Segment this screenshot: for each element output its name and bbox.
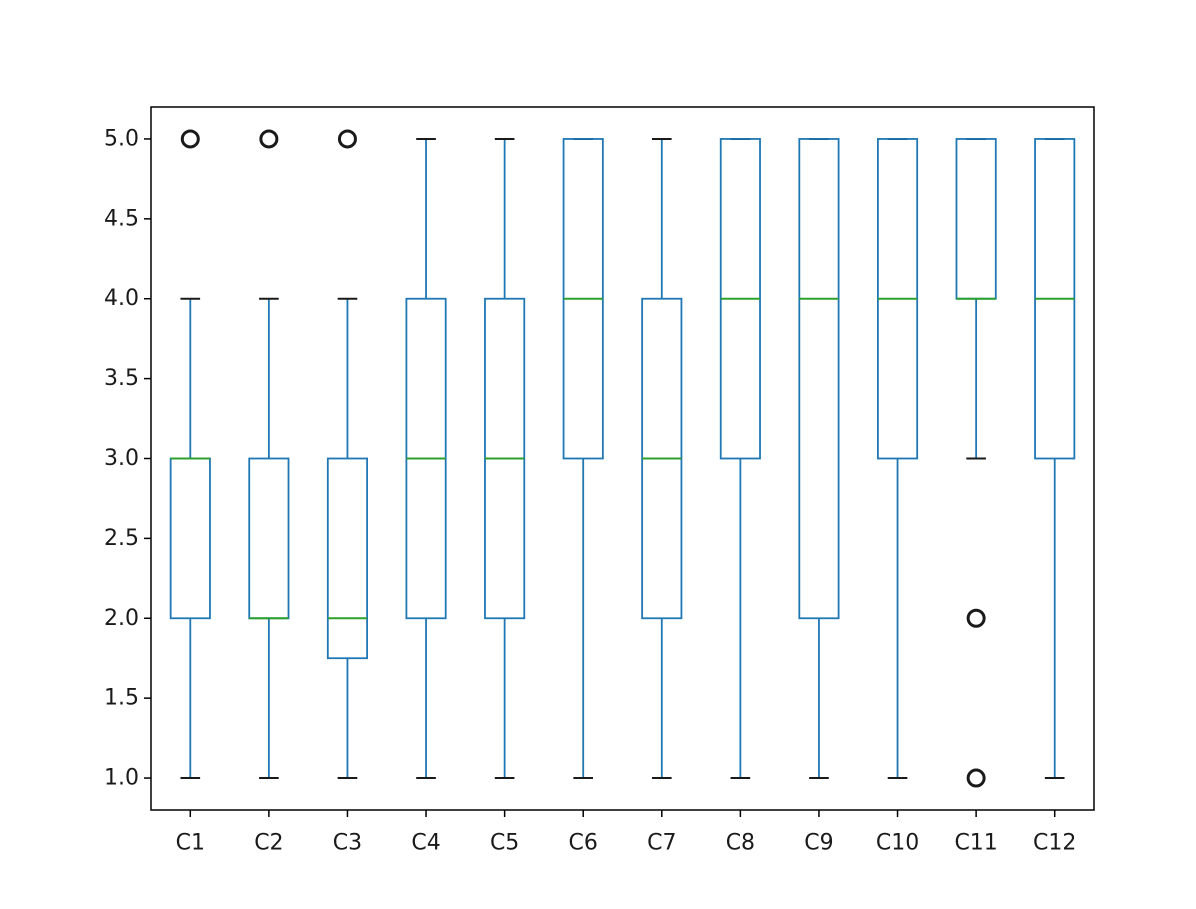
iqr-box bbox=[326, 457, 369, 660]
outlier-point bbox=[966, 768, 986, 788]
outlier-point bbox=[259, 129, 279, 149]
y-tick-label: 1.0 bbox=[104, 766, 139, 791]
x-tick-label: C11 bbox=[954, 831, 997, 856]
box-c9 bbox=[798, 137, 840, 780]
outlier-point bbox=[180, 129, 200, 149]
x-tick-label: C2 bbox=[254, 831, 283, 856]
x-tick-label: C1 bbox=[176, 831, 205, 856]
y-tick-label: 3.0 bbox=[104, 446, 139, 471]
y-axis: 1.0 1.5 2.0 2.5 3.0 3.5 4.0 4.5 5.0 bbox=[104, 126, 151, 791]
y-tick-label: 2.0 bbox=[104, 606, 139, 631]
box-c3 bbox=[326, 129, 369, 780]
box-c2 bbox=[248, 129, 290, 780]
y-tick-label: 3.5 bbox=[104, 366, 139, 391]
x-tick-label: C5 bbox=[490, 831, 519, 856]
box-c6 bbox=[562, 137, 604, 780]
box-c10 bbox=[876, 137, 919, 780]
x-tick-label: C12 bbox=[1033, 831, 1076, 856]
box-c12 bbox=[1034, 137, 1076, 780]
x-tick-label: C7 bbox=[647, 831, 676, 856]
x-axis: C1 C2 C3 C4 C5 C6 C7 C8 C9 C10 C11 C12 bbox=[176, 810, 1076, 856]
box-c11 bbox=[955, 137, 997, 788]
iqr-box bbox=[798, 138, 840, 620]
x-tick-label: C3 bbox=[333, 831, 362, 856]
x-tick-label: C9 bbox=[804, 831, 833, 856]
plot-area bbox=[169, 129, 1076, 788]
y-tick-label: 1.5 bbox=[104, 686, 139, 711]
x-tick-label: C6 bbox=[569, 831, 598, 856]
box-c8 bbox=[719, 137, 761, 780]
x-tick-label: C8 bbox=[726, 831, 755, 856]
box-c4 bbox=[405, 137, 447, 780]
box-c5 bbox=[484, 137, 526, 780]
outlier-point bbox=[966, 608, 986, 628]
y-tick-label: 4.0 bbox=[104, 286, 139, 311]
box-c7 bbox=[641, 137, 683, 780]
box-c1 bbox=[169, 129, 211, 780]
x-tick-label: C10 bbox=[876, 831, 919, 856]
y-tick-label: 5.0 bbox=[104, 126, 139, 151]
y-tick-label: 2.5 bbox=[104, 526, 139, 551]
outlier-point bbox=[337, 129, 357, 149]
x-tick-label: C4 bbox=[411, 831, 440, 856]
y-tick-label: 4.5 bbox=[104, 206, 139, 231]
